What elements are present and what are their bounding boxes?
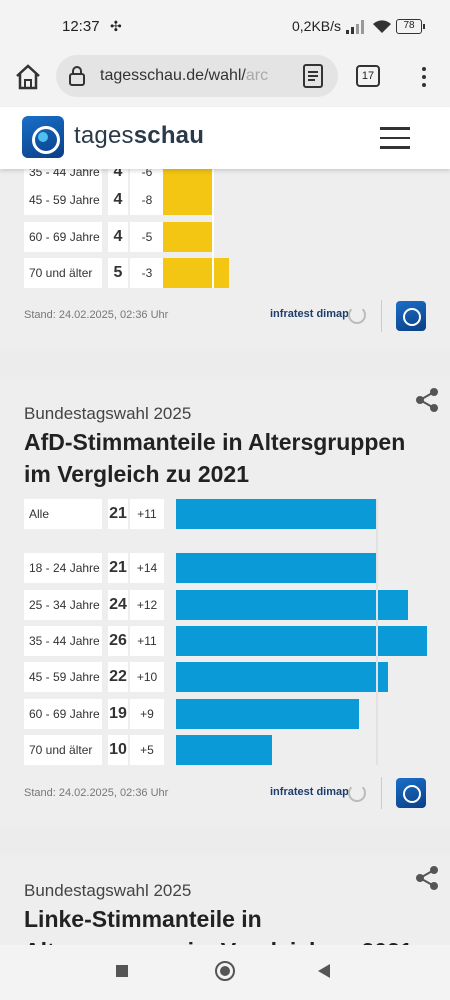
tagesschau-logo-icon[interactable] <box>22 116 64 158</box>
age-group-label: 45 - 59 Jahre <box>24 185 102 215</box>
share-icon[interactable] <box>414 865 440 891</box>
age-group-label: 25 - 34 Jahre <box>24 590 102 620</box>
age-group-label: 70 und älter <box>24 258 102 288</box>
network-speed: 0,2KB/s <box>292 18 342 34</box>
chart-kicker: Bundestagswahl 2025 <box>24 404 192 423</box>
bar <box>176 662 388 692</box>
share-value: 10 <box>108 735 128 765</box>
bar <box>163 185 214 215</box>
bar <box>163 222 214 252</box>
tagesschau-mini-logo-icon <box>396 778 426 808</box>
browser-toolbar: tagesschau.de/wahl/arc 17 <box>0 55 450 107</box>
share-value: 4 <box>108 185 128 215</box>
bar <box>163 169 214 187</box>
status-time: 12:37 <box>62 18 100 35</box>
change-value: +9 <box>130 699 164 729</box>
stand-timestamp: Stand: 24.02.2025, 02:36 Uhr <box>24 787 169 799</box>
share-value: 26 <box>108 626 128 656</box>
share-value: 22 <box>108 662 128 692</box>
share-value: 24 <box>108 590 128 620</box>
reference-line <box>212 169 214 288</box>
tagesschau-mini-logo-icon <box>396 301 426 331</box>
wifi-icon <box>373 20 391 33</box>
notification-icon: ✣ <box>110 18 122 34</box>
share-value: 4 <box>108 169 128 187</box>
url-field[interactable]: tagesschau.de/wahl/arc <box>56 55 338 97</box>
lock-icon[interactable] <box>68 65 86 87</box>
change-value: +12 <box>130 590 164 620</box>
age-group-label: 45 - 59 Jahre <box>24 662 102 692</box>
age-group-label: 60 - 69 Jahre <box>24 699 102 729</box>
reference-line <box>376 499 378 765</box>
infratest-logo-icon <box>348 784 366 802</box>
browser-menu-icon[interactable] <box>414 63 434 91</box>
age-group-label: 18 - 24 Jahre <box>24 553 102 583</box>
signal-icon <box>346 20 364 34</box>
age-group-label: Alle <box>24 499 102 529</box>
site-header: tagesschau <box>0 107 450 169</box>
age-group-label: 35 - 44 Jahre <box>24 169 102 187</box>
back-button[interactable] <box>318 964 330 978</box>
chart-card-previous: 35 - 44 Jahre 4 -6 45 - 59 Jahre 4 -8 60… <box>0 169 450 349</box>
source-infratest-dimap[interactable]: infratest dimap <box>270 786 349 798</box>
battery-icon: 78 <box>396 19 425 34</box>
age-group-label: 35 - 44 Jahre <box>24 626 102 656</box>
chart-headline: AfD-Stimmanteile in Altersgruppen im Ver… <box>24 429 406 487</box>
age-group-label: 60 - 69 Jahre <box>24 222 102 252</box>
home-button[interactable] <box>215 961 235 981</box>
change-value: +11 <box>130 499 164 529</box>
change-value: +14 <box>130 553 164 583</box>
system-nav-bar <box>0 945 450 1000</box>
share-value: 4 <box>108 222 128 252</box>
source-infratest-dimap[interactable]: infratest dimap <box>270 308 349 320</box>
site-logo-text[interactable]: tagesschau <box>74 122 205 149</box>
change-value: -5 <box>130 222 164 252</box>
divider <box>381 777 382 809</box>
infratest-logo-icon <box>348 306 366 324</box>
change-value: +10 <box>130 662 164 692</box>
change-value: +11 <box>130 626 164 656</box>
bar <box>176 590 408 620</box>
bar <box>176 626 427 656</box>
age-group-label: 70 und älter <box>24 735 102 765</box>
share-value: 5 <box>108 258 128 288</box>
share-value: 19 <box>108 699 128 729</box>
home-icon[interactable] <box>12 61 44 93</box>
stand-timestamp: Stand: 24.02.2025, 02:36 Uhr <box>24 309 169 321</box>
tab-switcher-button[interactable]: 17 <box>356 65 380 87</box>
share-value: 21 <box>108 553 128 583</box>
change-value: -8 <box>130 185 164 215</box>
recents-button[interactable] <box>116 965 128 977</box>
chart-card-afd: Bundestagswahl 2025 AfD-Stimmanteile in … <box>0 377 450 827</box>
chart-kicker: Bundestagswahl 2025 <box>24 881 192 900</box>
bar <box>163 258 229 288</box>
share-icon[interactable] <box>414 387 440 413</box>
reader-mode-icon[interactable] <box>300 63 326 89</box>
change-value: +5 <box>130 735 164 765</box>
share-value: 21 <box>108 499 128 529</box>
bar <box>176 553 378 583</box>
status-bar: 12:37 ✣ 0,2KB/s 78 <box>0 0 450 55</box>
change-value: -6 <box>130 169 164 187</box>
url-text[interactable]: tagesschau.de/wahl/arc <box>100 67 269 84</box>
divider <box>381 300 382 332</box>
chart-card-linke: Bundestagswahl 2025 Linke-Stimmanteile i… <box>0 855 450 955</box>
bar <box>176 499 378 529</box>
bar <box>176 699 359 729</box>
hamburger-menu-icon[interactable] <box>380 127 410 149</box>
bar <box>176 735 272 765</box>
change-value: -3 <box>130 258 164 288</box>
